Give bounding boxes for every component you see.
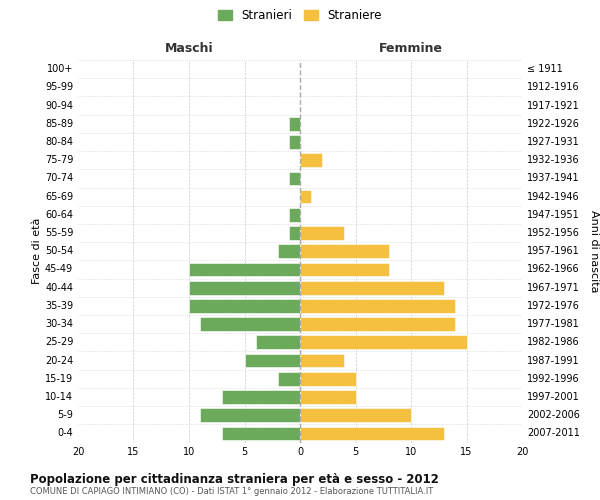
Bar — [300, 372, 355, 386]
Bar — [300, 318, 455, 331]
Bar — [300, 281, 444, 294]
Y-axis label: Anni di nascita: Anni di nascita — [589, 210, 599, 292]
Text: COMUNE DI CAPIAGO INTIMIANO (CO) - Dati ISTAT 1° gennaio 2012 - Elaborazione TUT: COMUNE DI CAPIAGO INTIMIANO (CO) - Dati … — [30, 487, 433, 496]
Bar — [289, 226, 300, 240]
Bar — [200, 318, 300, 331]
Legend: Stranieri, Straniere: Stranieri, Straniere — [214, 6, 386, 26]
Bar — [278, 372, 300, 386]
Text: Popolazione per cittadinanza straniera per età e sesso - 2012: Popolazione per cittadinanza straniera p… — [30, 472, 439, 486]
Bar — [289, 172, 300, 185]
Y-axis label: Fasce di età: Fasce di età — [32, 218, 42, 284]
Bar — [289, 117, 300, 130]
Bar — [300, 226, 344, 240]
Bar — [300, 244, 389, 258]
Bar — [200, 408, 300, 422]
Bar — [189, 262, 300, 276]
Bar — [300, 354, 344, 368]
Bar — [189, 299, 300, 312]
Bar — [300, 299, 455, 312]
Text: Femmine: Femmine — [379, 42, 443, 54]
Bar — [256, 336, 300, 349]
Bar — [300, 154, 322, 167]
Bar — [300, 390, 355, 404]
Bar — [300, 262, 389, 276]
Bar — [289, 208, 300, 222]
Bar — [222, 390, 300, 404]
Text: Maschi: Maschi — [164, 42, 214, 54]
Bar — [289, 135, 300, 149]
Bar — [300, 426, 444, 440]
Bar — [189, 281, 300, 294]
Bar — [300, 336, 467, 349]
Bar — [278, 244, 300, 258]
Bar — [245, 354, 300, 368]
Bar — [300, 408, 411, 422]
Bar — [222, 426, 300, 440]
Bar — [300, 190, 311, 203]
